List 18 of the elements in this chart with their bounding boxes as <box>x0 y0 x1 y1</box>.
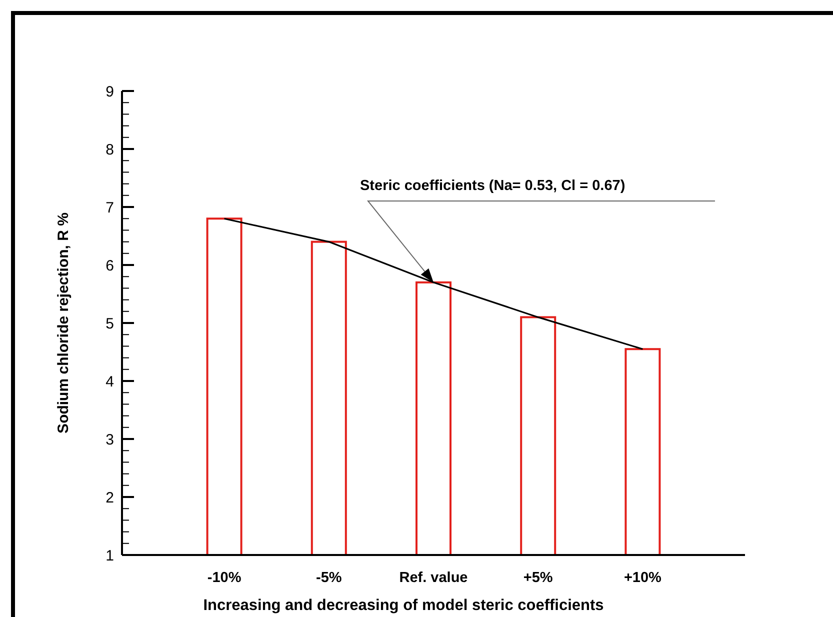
x-tick-label: -10% <box>207 570 242 586</box>
y-axis-title: Sodium chloride rejection, R % <box>55 212 72 434</box>
y-tick-label: 8 <box>106 141 114 158</box>
y-tick-label: 2 <box>106 489 114 506</box>
x-tick-label: +10% <box>624 570 662 586</box>
x-tick-label: +5% <box>523 570 553 586</box>
x-tick-label: Ref. value <box>399 570 468 586</box>
x-tick-label: -5% <box>316 570 342 586</box>
y-tick-label: 1 <box>106 547 114 564</box>
annotation: Steric coefficients (Na= 0.53, Cl = 0.67) <box>360 178 626 194</box>
line-series <box>224 218 644 350</box>
y-tick-label: 7 <box>106 199 114 216</box>
x-axis-title: Increasing and decreasing of model steric coefficients <box>203 597 604 614</box>
y-tick-label: 4 <box>106 373 114 390</box>
y-tick-label: 5 <box>106 315 114 332</box>
y-tick-label: 6 <box>106 257 114 274</box>
y-tick-label: 9 <box>106 83 114 100</box>
y-tick-label: 3 <box>106 431 114 448</box>
